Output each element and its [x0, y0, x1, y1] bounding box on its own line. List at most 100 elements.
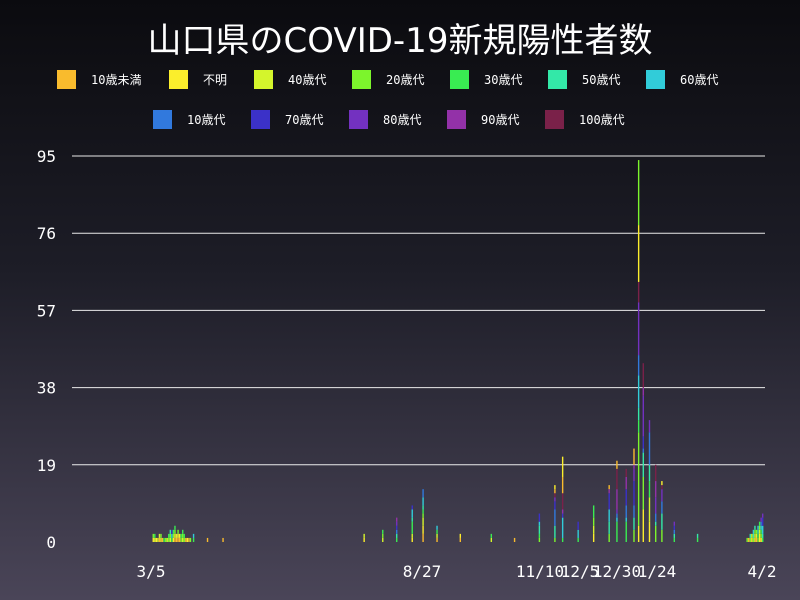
legend-swatch	[349, 110, 368, 129]
bar-segment	[661, 489, 663, 502]
bar-segment	[608, 509, 610, 522]
bar-segment	[422, 525, 424, 534]
bar-segment	[642, 363, 644, 388]
bar-segment	[561, 517, 564, 538]
bar-segment	[158, 533, 161, 538]
legend-swatch	[447, 110, 466, 129]
bar-segment	[755, 537, 758, 542]
chart-title: 山口県のCOVID-19新規陽性者数	[148, 21, 653, 61]
bar-segment	[642, 452, 644, 477]
bar-segment	[186, 537, 189, 542]
bar-segment	[760, 537, 762, 542]
bar-segment	[592, 517, 595, 526]
bar-segment	[396, 525, 398, 530]
x-tick-label: 12/30	[593, 562, 641, 581]
bar-segment	[422, 517, 424, 526]
bar-segment	[661, 481, 663, 486]
bar-segment	[396, 533, 398, 538]
bar-segment	[168, 537, 170, 542]
bar-segment	[160, 537, 162, 542]
bar-segment	[490, 533, 493, 538]
bar-segment	[554, 489, 556, 494]
bar-segment	[625, 521, 627, 542]
bar-segment	[538, 533, 541, 538]
legend-swatch	[251, 110, 270, 129]
bar-segment	[762, 533, 764, 538]
bar-segment	[222, 537, 224, 542]
bar-segment	[172, 533, 175, 538]
bar-segment	[422, 489, 424, 498]
bar-segment	[554, 485, 556, 490]
bar-segment	[625, 489, 627, 506]
x-tick-label: 3/5	[137, 562, 166, 581]
bar-segment	[396, 517, 398, 522]
bar-segment	[592, 525, 595, 534]
bar-segment	[655, 464, 657, 482]
bar-segment	[554, 509, 556, 526]
legend: 10歳未満 不明 40歳代 20歳代 30歳代 50歳代 60歳代 10歳代 70歳代 80歳代 9…	[57, 70, 718, 129]
bar-segment	[436, 529, 438, 534]
bar-segment	[754, 529, 756, 534]
bar-segment	[189, 537, 192, 542]
bar-segment	[177, 533, 179, 538]
bar-segment	[752, 537, 755, 542]
bar-segment	[625, 468, 627, 477]
bar-segment	[168, 533, 170, 538]
x-tick-label: 11/10	[516, 562, 564, 581]
bar-segment	[648, 420, 651, 433]
bar-segment	[642, 476, 644, 510]
bar-segment	[183, 537, 185, 542]
bar-segment	[174, 537, 176, 542]
bar-segment	[513, 537, 516, 542]
legend-label: 10歳未満	[91, 73, 141, 87]
bar-segment	[554, 501, 556, 510]
bar-segment	[422, 497, 424, 506]
bar-segment	[637, 525, 640, 542]
bar-segment	[182, 537, 184, 542]
bar-segment	[616, 517, 618, 522]
bar-segment	[160, 533, 162, 538]
bar-segment	[192, 533, 195, 538]
bar-segment	[760, 529, 762, 534]
bar-segment	[363, 533, 365, 538]
bar-segment	[592, 505, 595, 518]
bar-segment	[757, 529, 759, 534]
bar-segment	[152, 533, 154, 538]
bar-segment	[633, 505, 635, 518]
bar-segment	[169, 537, 172, 542]
bar-segment	[762, 517, 764, 526]
bar-segment	[411, 517, 413, 522]
bar-segment	[163, 537, 165, 542]
bar-segment	[490, 537, 493, 542]
bar-segment	[648, 497, 651, 522]
legend-label: 20歳代	[386, 73, 424, 87]
bar-segment	[633, 468, 635, 482]
bar-segment	[608, 521, 610, 534]
bar-segment	[161, 537, 164, 542]
legend-label: 100歳代	[579, 113, 625, 127]
x-tick-label: 1/24	[638, 562, 677, 581]
legend-label: 70歳代	[285, 113, 323, 127]
bar-segment	[459, 533, 461, 538]
bar-segment	[655, 481, 657, 498]
bar-segment	[561, 476, 564, 494]
bar-segment	[655, 513, 657, 522]
bar-segment	[608, 533, 610, 542]
bar-segment	[154, 537, 156, 542]
bar-segment	[178, 533, 181, 538]
bar-segment	[422, 509, 424, 514]
bar-segment	[175, 537, 178, 542]
bar-segment	[661, 485, 663, 490]
bar-segment	[625, 476, 627, 490]
bar-segment	[608, 493, 610, 510]
y-tick-label: 0	[46, 533, 56, 552]
bar-segment	[655, 521, 657, 526]
bar-segment	[169, 529, 172, 534]
bar-segment	[185, 537, 187, 542]
bar-segment	[673, 533, 676, 538]
bar-segment	[411, 521, 413, 534]
x-tick-label: 12/5	[561, 562, 600, 581]
bar-segment	[608, 489, 610, 494]
legend-label: 10歳代	[187, 113, 225, 127]
